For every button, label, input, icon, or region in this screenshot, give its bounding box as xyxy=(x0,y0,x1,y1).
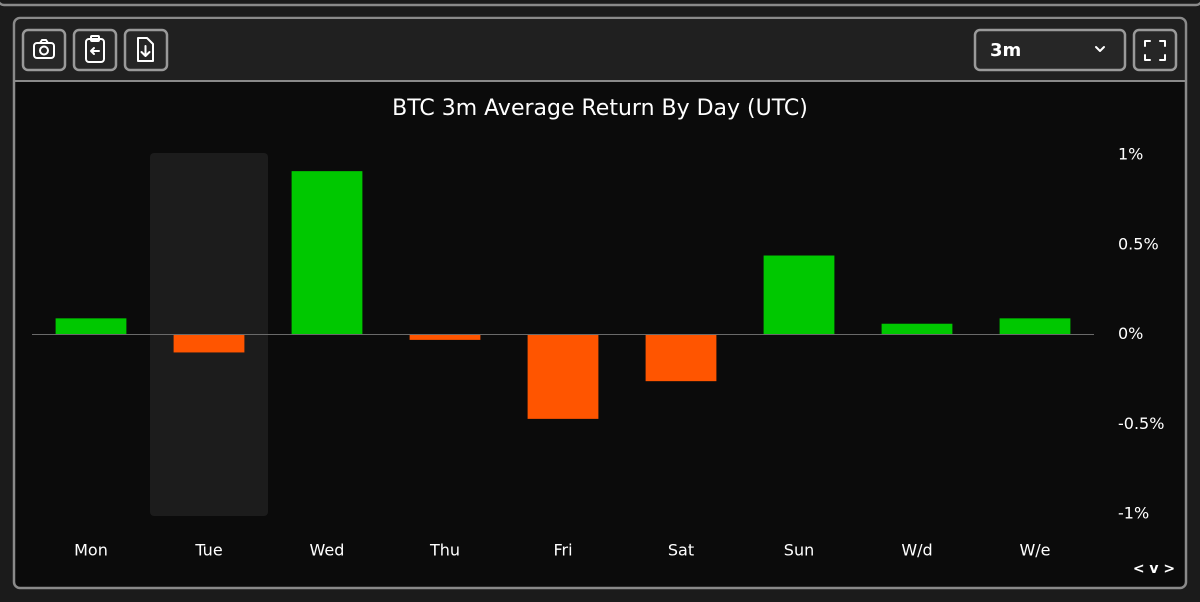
y-tick-label: 1% xyxy=(1118,145,1143,164)
nav-control[interactable]: < v > xyxy=(1133,561,1175,577)
bar xyxy=(999,318,1071,335)
x-tick-label: Thu xyxy=(429,541,460,560)
bar xyxy=(55,318,127,335)
bar xyxy=(645,334,717,382)
x-tick-label: Tue xyxy=(194,541,222,560)
y-tick-label: -1% xyxy=(1118,504,1149,523)
bar xyxy=(881,323,953,335)
y-tick-label: 0.5% xyxy=(1118,234,1159,253)
bar xyxy=(173,334,245,353)
toolbar xyxy=(15,19,1185,80)
period-value: 3m xyxy=(990,40,1021,61)
x-tick-label: Mon xyxy=(74,541,108,560)
period-dropdown[interactable]: 3m xyxy=(973,28,1127,72)
fullscreen-button[interactable] xyxy=(1132,28,1178,72)
x-tick-label: Sun xyxy=(784,541,814,560)
plot: 1% 0.5% 0% -0.5% -1% Mon Tue Wed Thu Fri Sat Sun W/d… xyxy=(32,145,1164,560)
chart-title: BTC 3m Average Return By Day (UTC) xyxy=(392,96,808,121)
x-tick-label: Fri xyxy=(553,541,572,560)
bar xyxy=(763,255,835,335)
download-button[interactable] xyxy=(123,28,169,72)
y-tick-label: 0% xyxy=(1118,324,1143,343)
x-tick-label: Sat xyxy=(668,541,694,560)
copy-button[interactable] xyxy=(72,28,118,72)
bar xyxy=(527,334,599,419)
screenshot-button[interactable] xyxy=(21,28,67,72)
y-tick-label: -0.5% xyxy=(1118,414,1164,433)
panel-above xyxy=(0,0,1200,7)
bar xyxy=(291,171,363,335)
x-tick-label: W/d xyxy=(901,541,932,560)
panel xyxy=(12,16,1188,590)
x-tick-label: Wed xyxy=(310,541,345,560)
x-tick-label: W/e xyxy=(1019,541,1050,560)
bar xyxy=(409,334,481,340)
